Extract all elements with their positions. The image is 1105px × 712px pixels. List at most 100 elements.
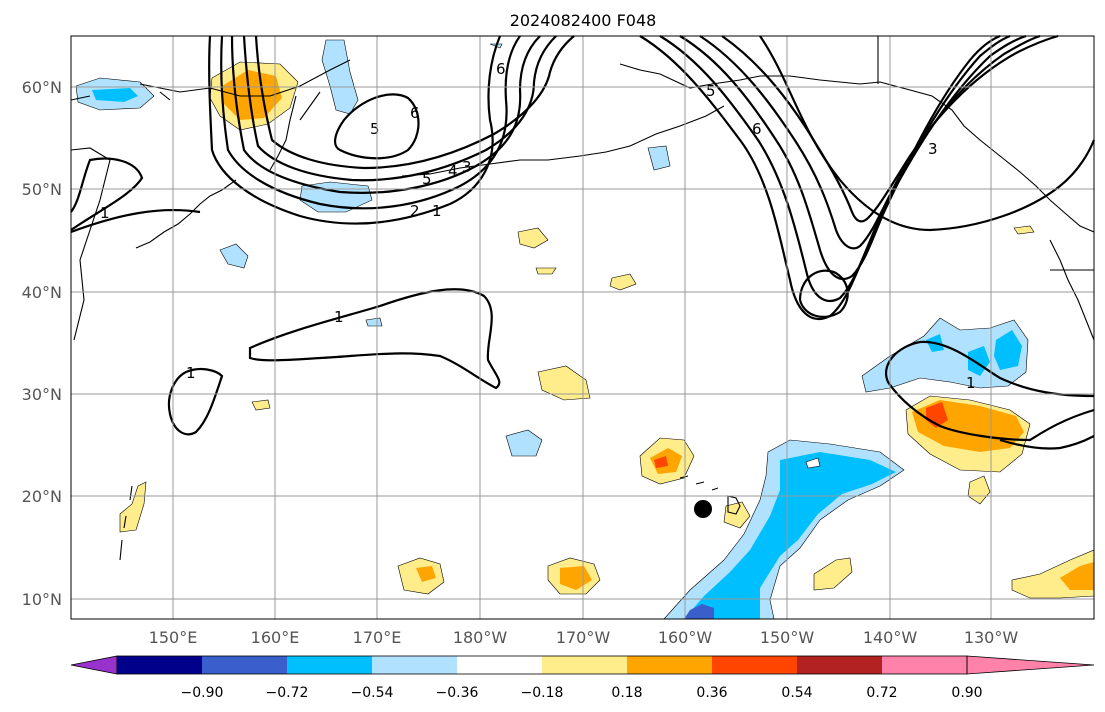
positive-anomaly-small-2 bbox=[535, 267, 557, 275]
colorbar-segment bbox=[202, 656, 287, 674]
negative-anomaly-small-1 bbox=[219, 243, 249, 269]
negative-anomaly-east-core-2 bbox=[994, 330, 1022, 370]
contour-ridge-outer bbox=[70, 157, 144, 231]
contour-trough-west-3 bbox=[230, 35, 541, 194]
contour-east-trough-5 bbox=[721, 34, 1059, 223]
contour-label: 6 bbox=[752, 120, 762, 138]
contour-label: 1 bbox=[100, 204, 110, 222]
x-tick-label: 170°E bbox=[353, 628, 402, 647]
coastline-alaska bbox=[619, 63, 1095, 233]
x-tick-label: 160°E bbox=[251, 628, 300, 647]
coastline-aleutians bbox=[401, 105, 725, 177]
colorbar-label: 0.18 bbox=[611, 685, 642, 701]
colorbar-segment bbox=[372, 656, 457, 674]
contour-label: 5 bbox=[370, 120, 380, 138]
colorbar-segment bbox=[627, 656, 712, 674]
contour-east-trough-4 bbox=[699, 34, 1041, 250]
contour-cutoff-low bbox=[798, 269, 849, 318]
contour-label: 6 bbox=[496, 60, 506, 78]
colorbar-segment bbox=[542, 656, 627, 674]
positive-anomaly-east-small bbox=[967, 475, 991, 505]
y-tick-label: 30°N bbox=[22, 385, 62, 404]
x-tick-label: 140°W bbox=[863, 628, 918, 647]
x-tick-label: 180°W bbox=[453, 628, 508, 647]
y-tick-label: 10°N bbox=[22, 590, 62, 609]
coastlines bbox=[70, 36, 1095, 561]
gridlines bbox=[71, 36, 1094, 619]
contour-label: 3 bbox=[928, 140, 938, 158]
contour-label: 3 bbox=[462, 158, 472, 176]
contour-label: 6 bbox=[410, 104, 420, 122]
location-marker bbox=[694, 500, 712, 518]
anomaly-fills bbox=[75, 39, 1095, 620]
contour-label: 1 bbox=[186, 364, 196, 382]
positive-anomaly-south-2-core bbox=[560, 566, 592, 590]
colorbar-label: −0.54 bbox=[351, 685, 394, 701]
negative-anomaly-east bbox=[861, 317, 1029, 393]
colorbar-extend-low bbox=[70, 655, 118, 675]
contour-trough-west-5 bbox=[254, 35, 575, 170]
colorbar-segment bbox=[287, 656, 372, 674]
coastline-kurils bbox=[135, 179, 237, 249]
contour-label: 1 bbox=[334, 308, 344, 326]
negative-anomaly-small-2 bbox=[647, 145, 671, 171]
positive-anomaly-hawaii-peak bbox=[654, 456, 668, 468]
contour-label: 1 bbox=[432, 202, 442, 220]
contour-label: 1 bbox=[966, 374, 976, 392]
positive-anomaly-small-5 bbox=[1013, 225, 1035, 235]
negative-anomaly-plume-core bbox=[684, 452, 896, 619]
positive-anomaly-west-1 bbox=[119, 481, 147, 533]
colorbar-segment bbox=[457, 656, 542, 674]
contour-band-1 bbox=[70, 208, 201, 234]
y-axis-labels: 60°N 50°N 40°N 30°N 20°N 10°N bbox=[22, 78, 62, 609]
contour-1-west bbox=[167, 367, 224, 436]
negative-anomaly-small-4 bbox=[365, 317, 383, 327]
contour-label: 5 bbox=[422, 170, 432, 188]
x-tick-label: 150°E bbox=[149, 628, 198, 647]
positive-anomaly-south-3 bbox=[813, 557, 853, 591]
map-panel: 6 5 6 5 4 3 2 1 1 1 1 1 6 5 3 bbox=[70, 34, 1096, 620]
contour-trough-west bbox=[208, 35, 502, 225]
y-tick-label: 20°N bbox=[22, 487, 62, 506]
positive-anomaly-mid bbox=[537, 365, 591, 401]
coastline-marianas bbox=[119, 485, 133, 561]
contour-labels: 6 5 6 5 4 3 2 1 1 1 1 1 6 5 3 bbox=[100, 60, 976, 392]
negative-anomaly-plume-peak bbox=[684, 604, 714, 619]
y-tick-label: 40°N bbox=[22, 283, 62, 302]
contour-1-east-south bbox=[999, 435, 1095, 450]
map-frame bbox=[70, 35, 1095, 620]
x-tick-label: 130°W bbox=[964, 628, 1019, 647]
contour-1-mid bbox=[248, 288, 501, 390]
positive-anomaly-small-4 bbox=[251, 399, 271, 411]
x-tick-label: 150°W bbox=[760, 628, 815, 647]
colorbar-label: −0.36 bbox=[436, 685, 479, 701]
colorbar-label: −0.72 bbox=[266, 685, 309, 701]
positive-anomaly-small-3 bbox=[609, 273, 637, 291]
colorbar: −0.90 −0.72 −0.54 −0.36 −0.18 0.18 0.36 … bbox=[70, 655, 1095, 701]
positive-anomaly-hawaii-2 bbox=[723, 501, 751, 529]
contour-low-bering bbox=[334, 93, 420, 160]
colorbar-label: 0.54 bbox=[781, 685, 812, 701]
contour-lines bbox=[70, 34, 1096, 450]
y-tick-label: 50°N bbox=[22, 180, 62, 199]
colorbar-label: 0.36 bbox=[696, 685, 727, 701]
contour-1-east bbox=[885, 340, 1095, 442]
colorbar-extend-high bbox=[966, 655, 1095, 675]
anomaly-hole bbox=[805, 457, 821, 469]
x-tick-label: 160°W bbox=[658, 628, 713, 647]
colorbar-segment bbox=[797, 656, 882, 674]
contour-east-outer bbox=[759, 35, 1096, 232]
contour-label: 5 bbox=[706, 82, 716, 100]
contour-trough-west-4 bbox=[242, 35, 557, 182]
colorbar-segment bbox=[117, 656, 202, 674]
colorbar-segment bbox=[712, 656, 797, 674]
positive-anomaly-small-1 bbox=[517, 227, 549, 249]
map-title: 2024082400 F048 bbox=[510, 11, 657, 30]
positive-anomaly-south-1-core bbox=[416, 566, 436, 582]
y-tick-label: 60°N bbox=[22, 78, 62, 97]
coastline-border bbox=[877, 36, 1094, 271]
contour-trough-west-2 bbox=[220, 35, 521, 210]
x-tick-label: 170°W bbox=[556, 628, 611, 647]
colorbar-segment bbox=[882, 656, 967, 674]
